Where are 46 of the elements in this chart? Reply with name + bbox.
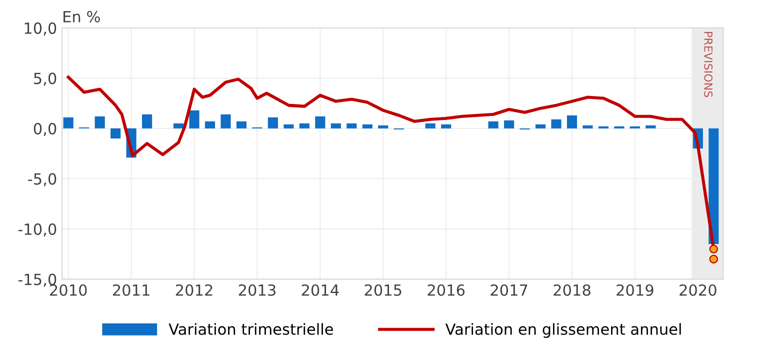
bar xyxy=(315,116,326,128)
bar xyxy=(173,123,184,128)
y-tick-label: 5,0 xyxy=(34,72,56,86)
x-tick-label: 2018 xyxy=(554,284,590,296)
x-tick-label: 2016 xyxy=(428,284,465,296)
bar xyxy=(708,128,719,244)
bar xyxy=(504,120,514,128)
bar xyxy=(220,114,231,128)
legend-label: Variation en glissement annuel xyxy=(445,323,681,338)
bar xyxy=(362,124,372,128)
bar xyxy=(63,117,74,128)
bar xyxy=(488,121,498,128)
band-label: PREVISIONS xyxy=(704,32,713,98)
x-tick-label: 2012 xyxy=(176,284,212,296)
bar xyxy=(94,116,105,128)
x-tick-label: 2017 xyxy=(490,284,528,296)
bar xyxy=(268,117,278,128)
y-tick-label: -10,0 xyxy=(18,223,56,237)
bar xyxy=(551,119,562,128)
bar xyxy=(566,115,578,128)
bar xyxy=(535,124,546,128)
bar xyxy=(646,125,656,128)
y-tick-label: 10,0 xyxy=(24,22,56,36)
y-tick-label: -5,0 xyxy=(28,173,56,186)
bar xyxy=(425,123,436,128)
bar xyxy=(378,125,388,128)
bar xyxy=(110,128,121,138)
x-tick-label: 2019 xyxy=(616,284,654,296)
legend-label: Variation trimestrielle xyxy=(168,323,333,335)
y-axis-title: En % xyxy=(64,10,100,22)
bar xyxy=(189,110,200,128)
bar xyxy=(346,123,357,128)
bar xyxy=(330,123,341,128)
bar xyxy=(204,121,216,128)
x-tick-label: 2015 xyxy=(364,284,402,296)
x-tick-label: 2013 xyxy=(238,284,276,296)
bar xyxy=(284,124,294,128)
bar xyxy=(236,121,247,128)
bar xyxy=(299,123,310,128)
x-tick-label: 2011 xyxy=(112,284,150,296)
bar xyxy=(142,114,152,128)
y-tick-label: 0,0 xyxy=(34,122,56,136)
x-tick-label: 2020 xyxy=(680,284,716,296)
x-tick-label: 2014 xyxy=(302,284,339,296)
bar xyxy=(582,125,593,128)
bar xyxy=(441,124,452,128)
